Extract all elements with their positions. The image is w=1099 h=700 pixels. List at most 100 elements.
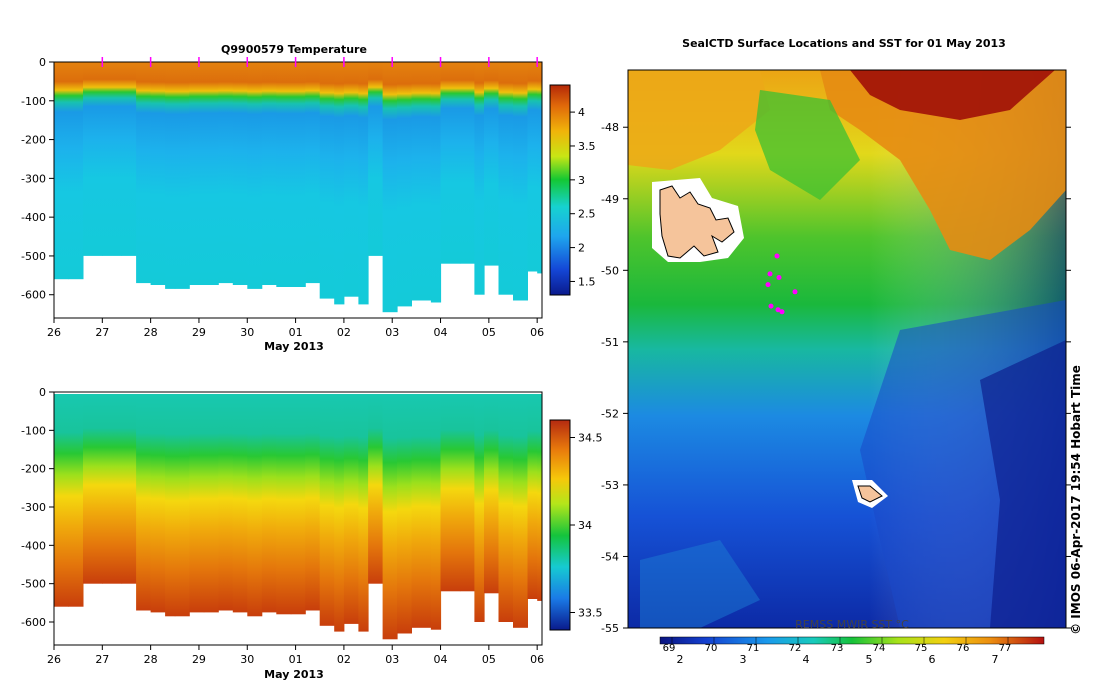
sst-map-title: SealCTD Surface Locations and SST for 01… (682, 37, 1006, 50)
profile-column (319, 62, 335, 299)
profile-column (474, 394, 485, 622)
salinity-x-axis: 26 27 28 29 30 01 02 03 04 05 06 (47, 645, 544, 666)
y-tick-label: -300 (21, 172, 46, 185)
profile-column (440, 394, 461, 592)
temperature-plot-frame (53, 61, 543, 319)
x-tick-label: 03 (385, 653, 399, 666)
colorbar-tick-label: 4 (578, 106, 585, 119)
x-tick-label: 02 (337, 653, 351, 666)
x-tick-label: 03 (385, 326, 399, 339)
profile-column (261, 394, 277, 613)
colorbar-tick-label: 2 (578, 242, 585, 255)
sst-c-tick-label: 5 (866, 653, 873, 666)
y-tick-label: -100 (21, 424, 46, 437)
sst-f-tick-label: 71 (747, 643, 760, 654)
seal-location-point (768, 303, 774, 309)
seal-location-point (792, 289, 798, 295)
sst-c-tick-label: 6 (929, 653, 936, 666)
profile-column (218, 62, 234, 284)
profile-column (368, 62, 384, 256)
profile-column (343, 62, 359, 297)
sst-f-tick-label: 72 (789, 643, 802, 654)
profile-column (203, 62, 219, 285)
profile-column (150, 394, 166, 613)
sst-c-tick-label: 2 (677, 653, 684, 666)
heard-island (852, 480, 888, 508)
y-tick-label: -200 (21, 463, 46, 476)
x-tick-label: 04 (434, 326, 448, 339)
profile-column (305, 62, 321, 284)
seal-location-point (765, 282, 771, 288)
x-tick-label: 06 (530, 653, 544, 666)
profile-column (247, 394, 263, 617)
profile-column (102, 394, 123, 584)
salinity-plot-frame (53, 391, 543, 646)
x-tick-label: 04 (434, 653, 448, 666)
sst-c-tick-label: 7 (992, 653, 999, 666)
y-tick-label: -500 (21, 578, 46, 591)
kerguelen-island (652, 178, 744, 262)
map-y-tick-label: -50 (601, 264, 619, 277)
x-tick-label: 26 (47, 326, 61, 339)
profile-column (368, 394, 384, 584)
sst-colorbar (659, 636, 1045, 645)
profile-column (136, 62, 152, 284)
profile-column (189, 394, 205, 613)
profile-column (232, 394, 248, 613)
map-y-tick-label: -53 (601, 479, 619, 492)
profile-column (397, 394, 412, 634)
y-tick-label: -400 (21, 211, 46, 224)
temperature-y-axis: 0 -100 -200 -300 -400 -500 -600 (21, 56, 54, 302)
temperature-colorbar (549, 84, 571, 296)
profile-column (358, 62, 369, 305)
sst-field (627, 69, 1067, 629)
profile-column (102, 62, 123, 256)
salinity-panel: 0 -100 -200 -300 -400 -500 -600 26 27 28 29 30 01 02… (21, 386, 602, 681)
y-tick-label: -200 (21, 134, 46, 147)
x-tick-label: 30 (240, 653, 254, 666)
profile-column (136, 394, 152, 611)
profile-column (68, 394, 84, 607)
sst-colorbar-label: REMSS MWIR SST °C (795, 618, 909, 631)
profile-column (397, 62, 412, 307)
profile-column (261, 62, 277, 285)
y-tick-label: -600 (21, 289, 46, 302)
x-tick-label: 05 (482, 326, 496, 339)
profile-column (484, 62, 499, 266)
x-tick-label: 29 (192, 326, 206, 339)
profile-column (484, 394, 499, 594)
temperature-xlabel: May 2013 (264, 340, 324, 353)
profile-column (358, 394, 369, 632)
x-tick-label: 06 (530, 326, 544, 339)
profile-column (174, 62, 190, 289)
y-tick-label: -100 (21, 95, 46, 108)
sst-f-tick-label: 73 (831, 643, 844, 654)
profile-column (174, 394, 190, 617)
colorbar-tick-label: 34.5 (578, 432, 603, 445)
sst-f-tick-label: 70 (705, 643, 718, 654)
salinity-colorbar-ticks: 33.5 34 34.5 (570, 432, 603, 620)
profile-column (189, 62, 205, 285)
profile-column (382, 62, 398, 313)
x-tick-label: 29 (192, 653, 206, 666)
x-tick-label: 01 (289, 326, 303, 339)
profile-column (54, 394, 69, 607)
y-tick-label: 0 (39, 386, 46, 399)
profile-column (440, 62, 461, 264)
profile-markers (101, 57, 538, 67)
profile-column (430, 62, 442, 303)
x-tick-label: 05 (482, 653, 496, 666)
profile-column (411, 62, 432, 301)
profile-column (343, 394, 359, 624)
salinity-profiles (54, 394, 543, 640)
y-tick-label: -600 (21, 616, 46, 629)
sst-f-tick-label: 74 (873, 643, 886, 654)
sst-colorbar-celsius-ticks: 2 3 4 5 6 7 (677, 653, 999, 666)
x-tick-label: 01 (289, 653, 303, 666)
temperature-profiles (54, 62, 543, 313)
profile-column (68, 62, 84, 280)
profile-column (474, 62, 485, 295)
profile-column (498, 62, 514, 295)
sst-colorbar-fahrenheit-ticks: 69 70 71 72 73 74 75 76 77 (663, 637, 1011, 654)
